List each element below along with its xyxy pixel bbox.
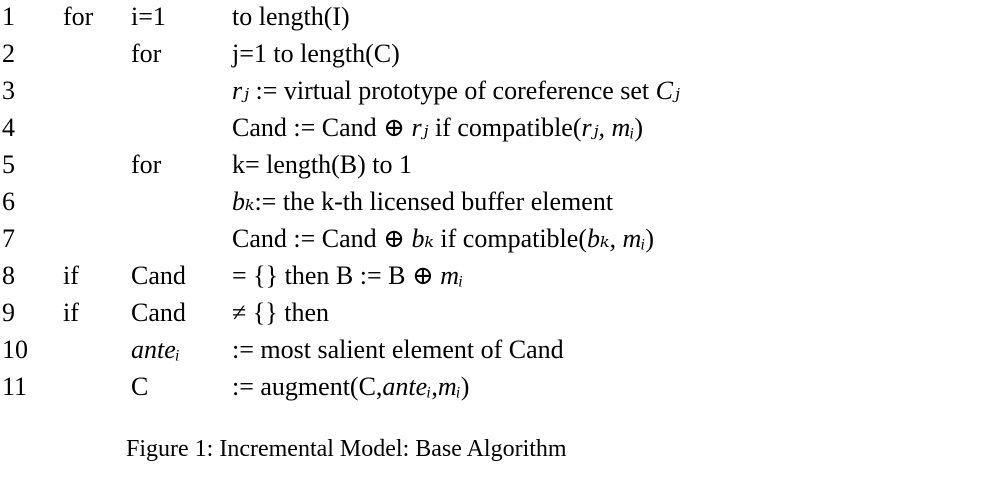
line-body: Cand := Cand ⊕ rⱼ if compatible(rⱼ, mᵢ) (232, 113, 644, 142)
loop-variable: C (131, 372, 149, 401)
line-body: Cand := Cand ⊕ bₖ if compatible(bₖ, mᵢ) (232, 224, 655, 253)
line-body: ≠ {} then (232, 298, 329, 327)
line-number: 11 (2, 372, 28, 401)
line-body: k= length(B) to 1 (232, 150, 413, 179)
line-number: 4 (2, 113, 15, 142)
loop-variable: for (131, 39, 162, 68)
line-number: 7 (2, 224, 15, 253)
line-number: 3 (2, 76, 15, 105)
keyword: if (63, 298, 79, 327)
line-body: bₖ:= the k-th licensed buffer element (232, 187, 614, 216)
line-number: 8 (2, 261, 15, 290)
keyword: if (63, 261, 79, 290)
line-body: to length(I) (232, 2, 350, 31)
line-body: := augment(C,anteᵢ,mᵢ) (232, 372, 470, 401)
line-number: 9 (2, 298, 15, 327)
keyword: for (63, 2, 94, 31)
line-body: = {} then B := B ⊕ mᵢ (232, 261, 464, 290)
loop-variable: anteᵢ (131, 335, 180, 364)
line-body: j=1 to length(C) (232, 39, 400, 68)
loop-variable: Cand (131, 298, 186, 327)
figure-caption: Figure 1: Incremental Model: Base Algori… (126, 436, 567, 462)
line-number: 10 (2, 335, 28, 364)
line-body: rⱼ := virtual prototype of coreference s… (232, 76, 680, 105)
loop-variable: for (131, 150, 162, 179)
line-body: := most salient element of Cand (232, 335, 564, 364)
line-number: 1 (2, 2, 15, 31)
line-number: 5 (2, 150, 15, 179)
loop-variable: Cand (131, 261, 186, 290)
line-number: 2 (2, 39, 15, 68)
loop-variable: i=1 (131, 2, 166, 31)
line-number: 6 (2, 187, 15, 216)
